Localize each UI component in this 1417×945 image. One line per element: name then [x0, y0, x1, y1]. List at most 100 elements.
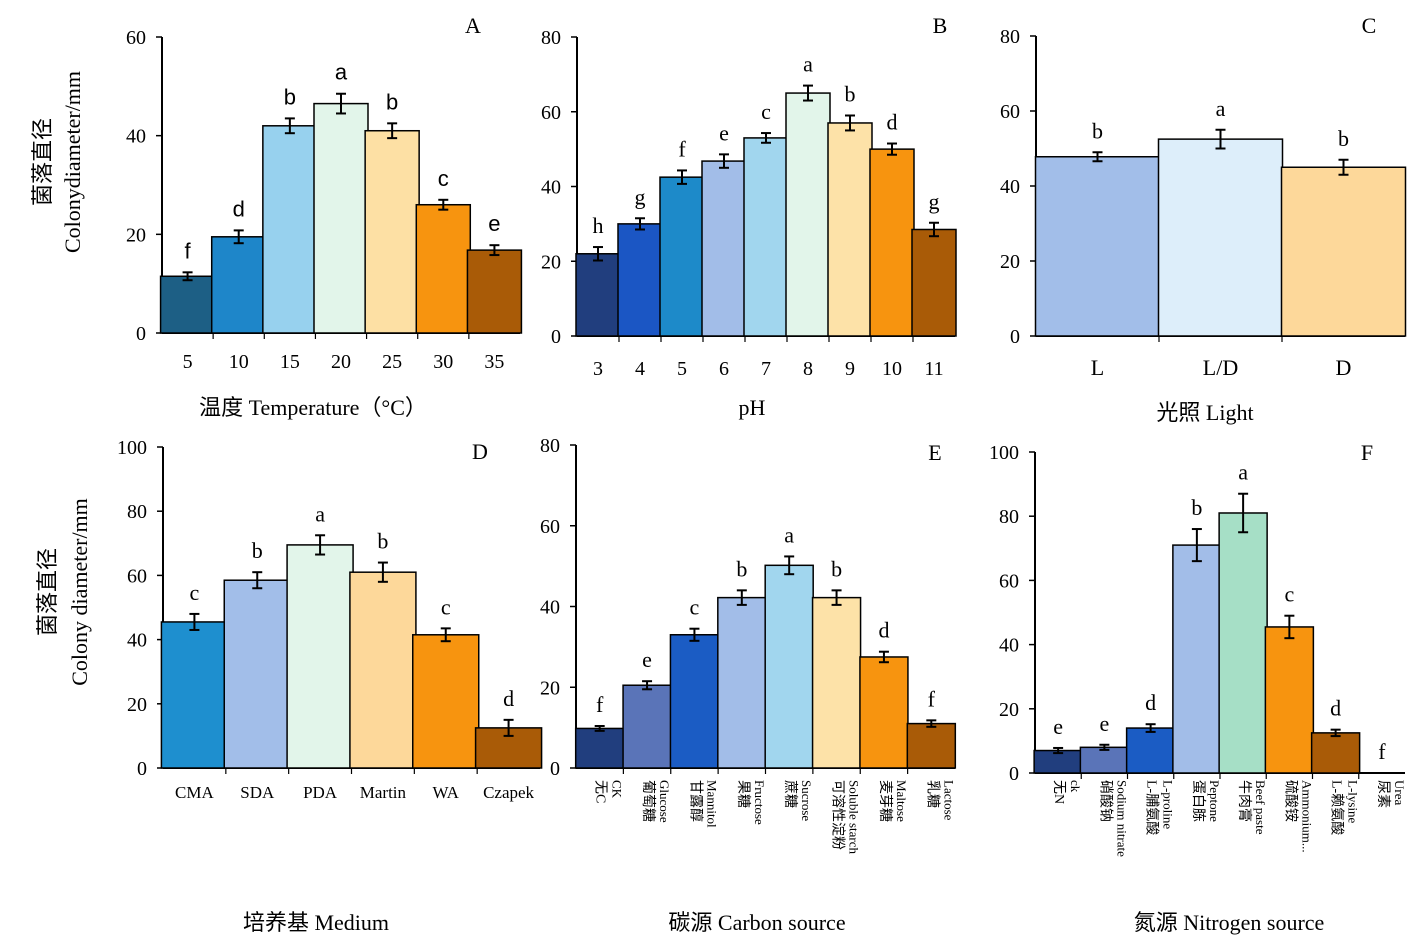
x-tick-label-cn: 甘露醇	[687, 780, 704, 822]
x-tick-label: L/D	[1203, 355, 1238, 380]
x-tick-label-en: L-proline	[1161, 780, 1176, 829]
significance-letter-6: d	[878, 618, 889, 643]
y-tick-label: 40	[127, 630, 147, 652]
x-axis-title: pH	[739, 395, 766, 420]
y-tick-label: 40	[126, 126, 146, 148]
y-tick-label: 20	[1000, 251, 1020, 273]
significance-letter-4: a	[784, 522, 794, 547]
chart-panel-d: 0 20 40 60 80 100 c b a b c d CMA SDA PDA Martin WA Czape…	[35, 437, 543, 935]
significance-letter-4: c	[441, 594, 451, 619]
bar-4	[412, 634, 480, 769]
bar-2	[659, 176, 705, 337]
y-tick-label: 40	[999, 635, 1019, 657]
x-tick-label: WA	[433, 783, 460, 802]
x-tick-label: SDA	[240, 783, 275, 802]
x-tick-label-cn: 蔗糖	[782, 780, 798, 808]
bar-8	[911, 228, 957, 337]
x-tick-label-en: L-lysine	[1346, 780, 1361, 824]
x-tick-label-cn: 乳糖	[924, 780, 940, 808]
bar-0	[1034, 156, 1161, 337]
x-axis-title: 氮源 Nitrogen source	[1134, 910, 1325, 935]
y-tick-label: 100	[117, 437, 147, 459]
significance-letter-0: e	[1053, 714, 1063, 739]
bar-6	[859, 656, 909, 769]
x-tick-label: 25	[382, 351, 402, 373]
significance-letter-1: e	[1099, 711, 1109, 736]
x-tick-label: D	[1336, 355, 1352, 380]
x-tick-label-en: Maltose	[894, 780, 909, 822]
x-tick-label-cn: 蛋白胨	[1190, 780, 1206, 822]
significance-letter-7: f	[928, 686, 936, 711]
significance-letter-0: b	[1092, 118, 1103, 143]
x-tick-label: 11	[924, 358, 943, 380]
y-tick-label: 0	[550, 758, 560, 780]
bar-0	[160, 621, 229, 769]
x-tick-label-en: Glucose	[657, 780, 672, 823]
bar-3	[701, 160, 747, 337]
y-tick-label: 80	[541, 27, 561, 49]
significance-letter-4: c	[761, 99, 771, 124]
x-tick-label-en: Sucrose	[799, 780, 814, 821]
significance-letter-1: e	[642, 647, 652, 672]
x-tick-label-en: Sodium nitrate	[1114, 780, 1129, 857]
y-axis-title-en: Colony diameter/mm	[67, 498, 92, 686]
y-axis-title-cn: 菌落直径	[30, 118, 55, 206]
x-tick-label-cn: 麦芽糖	[877, 780, 893, 822]
significance-letter-6: b	[845, 81, 856, 106]
y-tick-label: 40	[541, 177, 561, 199]
bar-2	[262, 125, 318, 334]
x-tick-label-en: Lactose	[941, 780, 956, 821]
x-tick-label-cn: 无C	[593, 780, 608, 803]
x-tick-label-cn: 硫酸铵	[1282, 780, 1298, 822]
x-tick-label: PDA	[303, 783, 338, 802]
significance-letter-3: b	[736, 556, 747, 581]
significance-letter-4: a	[1238, 460, 1248, 485]
y-tick-label: 40	[1000, 176, 1020, 198]
significance-letter-1: a	[1216, 96, 1226, 121]
x-axis-title: 光照 Light	[1156, 400, 1253, 425]
chart-panel-a: 0 20 40 60 f d b a b c e 5 10 15 20 25 30 35 A 温度 Temperatu…	[30, 13, 523, 420]
y-tick-label: 0	[136, 323, 146, 345]
x-tick-label: 4	[635, 358, 645, 380]
x-tick-label-en: Urea	[1392, 780, 1407, 805]
y-tick-label: 60	[126, 27, 146, 49]
y-tick-label: 20	[127, 694, 147, 716]
bar-6	[827, 122, 873, 337]
x-tick-label-cn: 尿素	[1375, 780, 1391, 808]
bar-6	[466, 249, 523, 334]
bar-5	[415, 203, 472, 334]
significance-letter-2: b	[1338, 126, 1349, 151]
significance-letter-1: g	[635, 184, 646, 209]
bar-7	[906, 722, 957, 769]
y-tick-label: 0	[551, 326, 561, 348]
significance-letter-6: e	[488, 211, 500, 236]
x-axis-title: 培养基 Medium	[243, 910, 389, 935]
significance-letter-5: b	[831, 556, 842, 581]
x-tick-label-en: Fructose	[752, 780, 767, 825]
bar-1	[223, 579, 291, 769]
x-tick-label: 6	[719, 358, 729, 380]
panel-label: C	[1362, 13, 1377, 38]
significance-letter-2: d	[1145, 690, 1156, 715]
bar-1	[210, 236, 267, 334]
bar-5	[785, 92, 831, 337]
x-tick-label-cn: 可溶性淀粉	[830, 780, 846, 850]
significance-letter-5: c	[1284, 582, 1294, 607]
significance-letter-0: c	[190, 580, 200, 605]
x-tick-label: 5	[183, 351, 193, 373]
significance-letter-5: a	[803, 52, 813, 77]
y-tick-label: 60	[127, 565, 147, 587]
significance-letter-2: c	[690, 595, 700, 620]
significance-letter-1: b	[252, 538, 263, 563]
significance-letter-7: d	[887, 110, 898, 135]
bar-3	[717, 596, 767, 769]
bar-0	[159, 275, 216, 334]
panel-label: A	[465, 13, 481, 38]
x-tick-label: 3	[593, 358, 603, 380]
x-axis-title: 温度 Temperature（°C）	[199, 395, 427, 420]
y-tick-label: 20	[541, 251, 561, 273]
panel-label: F	[1361, 440, 1373, 465]
x-tick-label: 7	[761, 358, 771, 380]
chart-panel-e: 0 20 40 60 80 f e c b a b d f 无C CK 葡萄糖 Glucose 甘露醇 Mannit…	[540, 435, 956, 935]
